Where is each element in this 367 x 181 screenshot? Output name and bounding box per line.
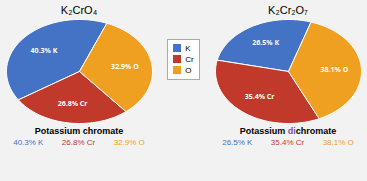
html-text:Potassium di chromate: Potassium di chromate <box>239 126 337 136</box>
html-text:K₂Cr₂O₇: K₂Cr₂O₇ <box>268 4 308 16</box>
html-text:Cr: Cr <box>185 54 194 64</box>
svg-text:40.3% K: 40.3% K <box>31 46 58 55</box>
html-text:38.1% O: 38.1% O <box>322 138 354 147</box>
html-text:K₂CrO₄: K₂CrO₄ <box>60 4 98 16</box>
svg-text:38.1% O: 38.1% O <box>321 65 349 74</box>
html-text:26.8% Cr: 26.8% Cr <box>61 138 96 147</box>
html-text:32.9% O: 32.9% O <box>113 138 145 147</box>
svg-text:26.5% K: 26.5% K <box>252 38 279 47</box>
html-text:O: O <box>185 65 192 75</box>
html-text:K: K <box>185 43 191 53</box>
html-text:40.3% K: 40.3% K <box>13 138 44 147</box>
svg-text:35.4% Cr: 35.4% Cr <box>245 92 276 101</box>
html-text:35.4% Cr: 35.4% Cr <box>270 138 305 147</box>
svg-text:32.9% O: 32.9% O <box>111 62 139 71</box>
svg-text:26.8% Cr: 26.8% Cr <box>58 99 89 108</box>
html-text:Potassium chromate: Potassium chromate <box>34 126 124 136</box>
html-text:26.5% K: 26.5% K <box>222 138 253 147</box>
